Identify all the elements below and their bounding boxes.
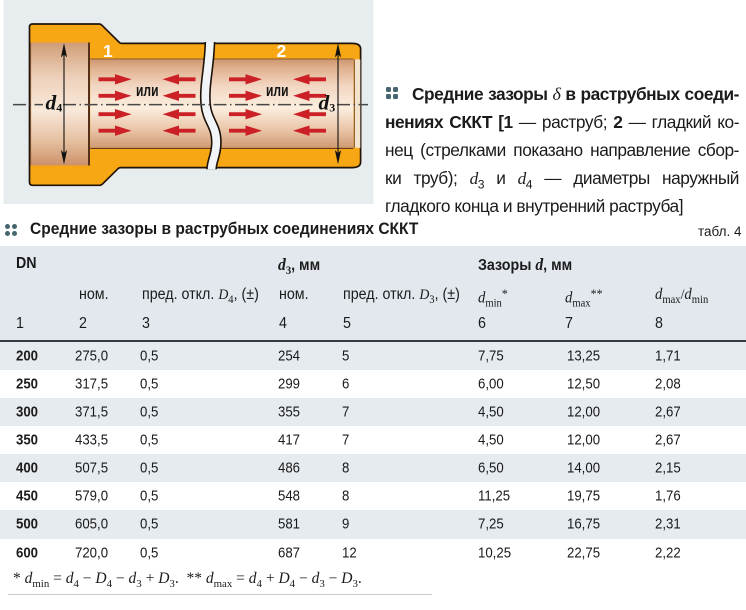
svg-text:2: 2 (277, 41, 287, 61)
svg-text:или: или (266, 82, 289, 100)
svg-text:или: или (136, 82, 159, 100)
svg-text:1: 1 (103, 41, 113, 61)
